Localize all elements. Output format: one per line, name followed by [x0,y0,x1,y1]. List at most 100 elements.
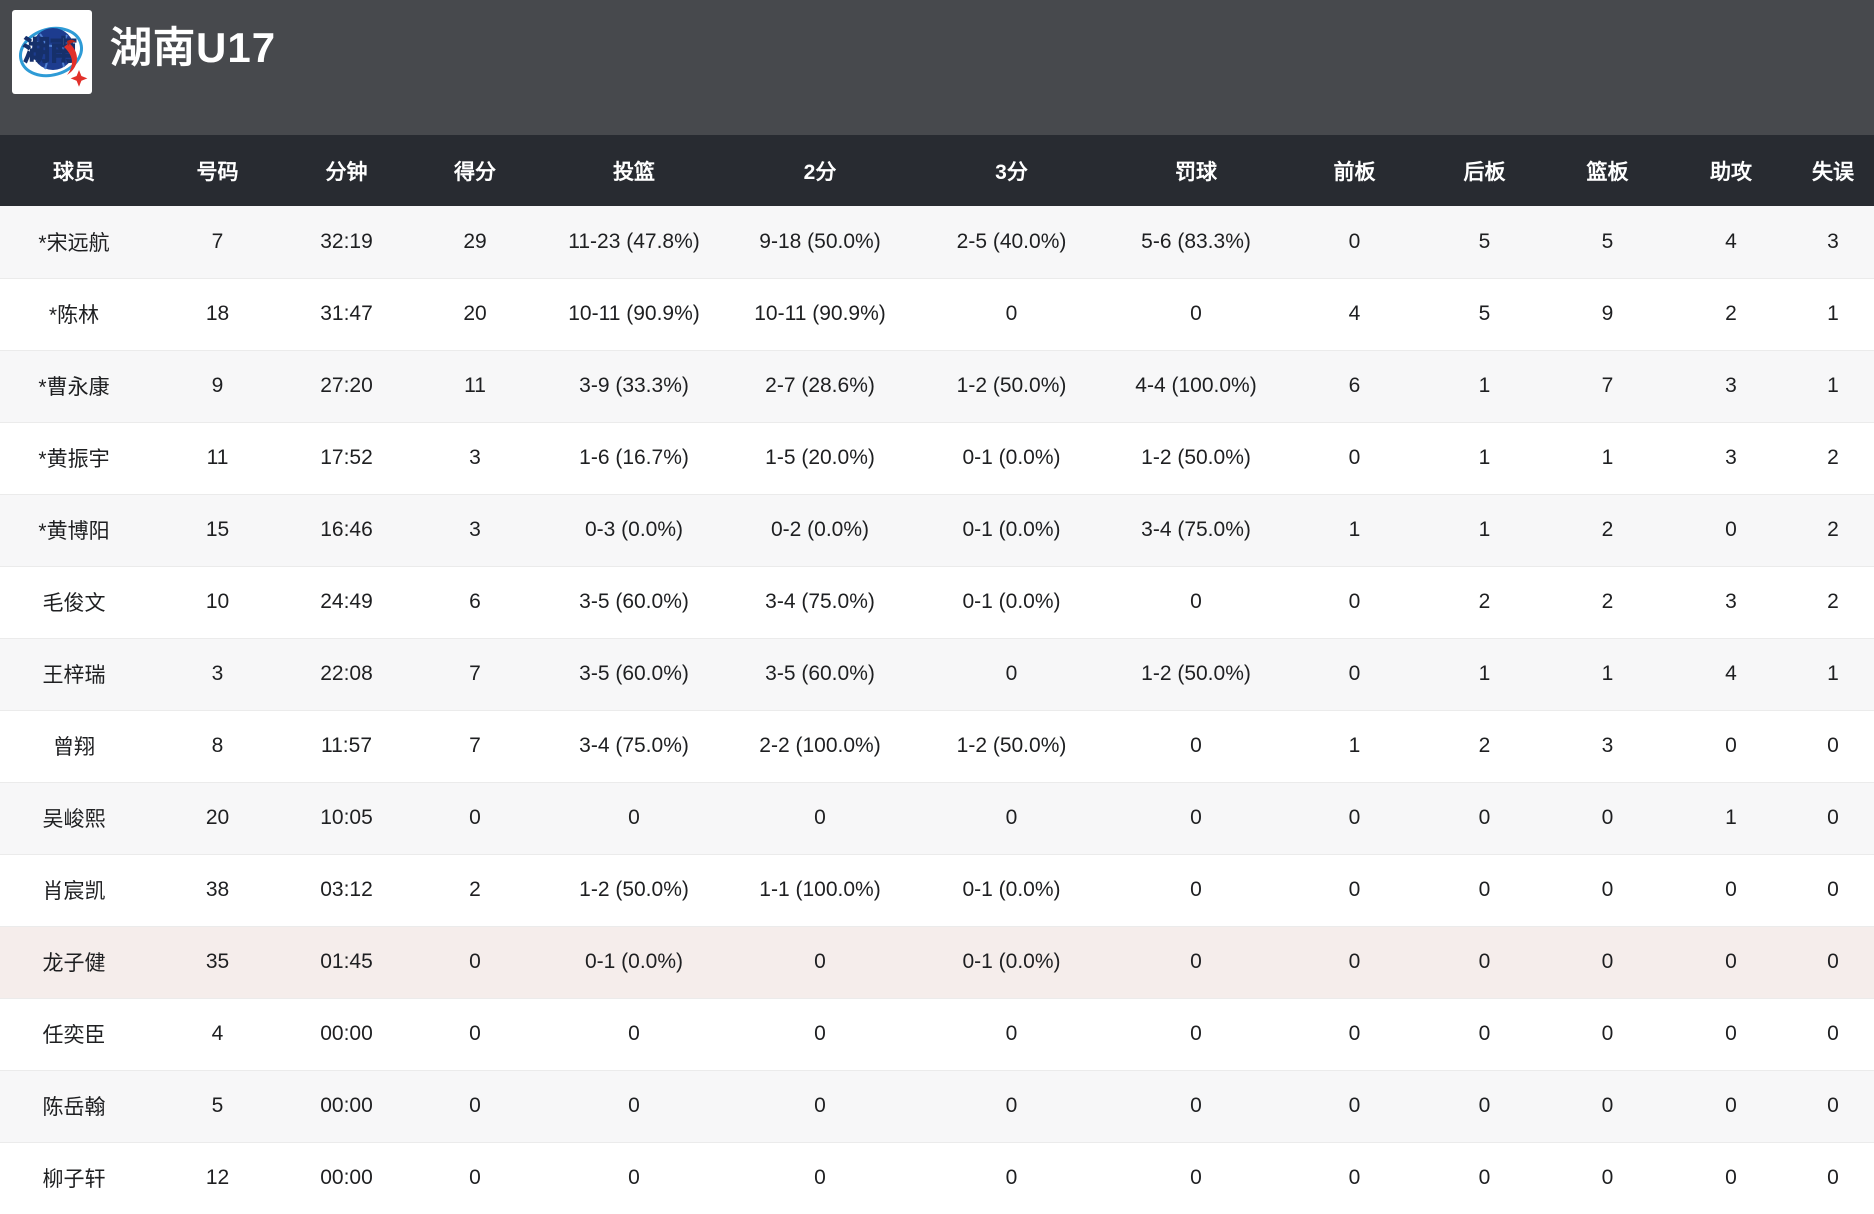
stat-cell-ft: 0 [1190,302,1202,325]
stat-cell-minutes: 31:47 [320,302,373,325]
stat-cell-points: 3 [469,446,481,469]
stat-cell-ft: 0 [1190,878,1202,901]
player-name-cell: *宋远航 [38,231,110,255]
stat-cell-ft: 4-4 (100.0%) [1135,374,1257,397]
stat-cell-ast: 3 [1725,590,1737,613]
stat-cell-ft: 0 [1190,734,1202,757]
stat-cell-number: 10 [205,590,230,613]
stat-cell-points: 3 [469,518,481,541]
stat-cell-ft: 0 [1190,590,1202,613]
stat-cell-ft: 0 [1190,1166,1202,1190]
stat-cell-reb: 1 [1601,662,1614,685]
stat-cell-ast: 0 [1725,1022,1737,1045]
player-row: *黄振宇 11 17:52 3 1-6 (16.7%) 1-5 (20.0%) 0-1 (0… [0,422,1874,494]
col-header-two-pt: 2分 [803,160,837,184]
stat-cell-two_pt: 1-5 (20.0%) [765,446,875,469]
player-name-cell: 任奕臣 [42,1024,106,1047]
stat-cell-minutes: 03:12 [320,878,373,901]
stat-cell-dreb: 0 [1478,950,1491,973]
col-header-number: 号码 [196,160,239,184]
stat-cell-reb: 0 [1601,1166,1614,1190]
stat-cell-three_pt: 2-5 (40.0%) [956,229,1067,253]
stat-cell-reb: 0 [1601,950,1614,973]
stat-cell-minutes: 22:08 [320,662,373,685]
stat-cell-reb: 3 [1601,734,1614,757]
stat-cell-ft: 1-2 (50.0%) [1141,446,1251,469]
stat-cell-oreb: 0 [1348,950,1361,973]
stat-cell-reb: 0 [1601,806,1614,829]
player-name-cell: 王梓瑞 [42,664,106,687]
stat-cell-two_pt: 0-2 (0.0%) [770,518,870,541]
stat-cell-minutes: 27:20 [320,374,373,397]
col-header-points: 得分 [454,160,496,184]
stat-cell-reb: 0 [1601,1094,1614,1117]
stat-cell-dreb: 1 [1478,374,1491,397]
stat-cell-three_pt: 0-1 (0.0%) [962,878,1061,901]
stat-cell-minutes: 24:49 [320,590,373,613]
stat-cell-points: 0 [469,806,481,829]
stat-cell-tov: 0 [1827,734,1839,757]
stat-cell-three_pt: 0 [1005,1022,1018,1045]
stat-cell-tov: 1 [1827,662,1839,685]
stat-cell-dreb: 0 [1478,806,1491,829]
stat-cell-points: 6 [469,590,481,613]
stat-cell-number: 15 [205,518,230,541]
stat-cell-fg: 1-6 (16.7%) [579,446,689,469]
stat-cell-oreb: 0 [1348,662,1361,685]
stat-cell-points: 0 [469,950,481,973]
player-name-cell: 龙子健 [42,952,106,975]
stats-table-body: *宋远航 7 32:19 29 11-23 (47.8%) 9-18 (50.0%) 2-5… [0,206,1874,1214]
player-name-cell: *陈林 [48,304,100,327]
stat-cell-tov: 0 [1827,1022,1839,1045]
stat-cell-oreb: 0 [1348,1166,1361,1190]
stat-cell-dreb: 5 [1478,229,1491,253]
stat-cell-fg: 3-9 (33.3%) [579,374,689,397]
stat-cell-ast: 2 [1725,302,1737,325]
stat-cell-tov: 1 [1827,374,1839,397]
stat-cell-tov: 1 [1827,302,1839,325]
table-header-row: 球员 号码 分钟 得分 投篮 2分 3分 罚球 前板 后板 篮板 助攻 失误 [0,135,1874,206]
stat-cell-two_pt: 3-4 (75.0%) [765,590,875,613]
stat-cell-tov: 0 [1827,1166,1839,1190]
stat-cell-points: 0 [469,1022,481,1045]
col-header-reb: 篮板 [1586,160,1629,184]
stat-cell-ast: 0 [1725,1166,1737,1190]
stat-cell-ast: 0 [1725,518,1737,541]
stat-cell-oreb: 0 [1348,229,1361,253]
stat-cell-points: 0 [469,1094,481,1117]
stat-cell-two_pt: 1-1 (100.0%) [759,878,881,901]
stat-cell-dreb: 0 [1478,878,1491,901]
col-header-three-pt: 3分 [995,160,1028,184]
stat-cell-number: 18 [205,302,230,325]
stat-cell-number: 9 [211,374,224,397]
col-header-fg: 投篮 [613,160,655,184]
stat-cell-number: 5 [211,1094,224,1117]
stat-cell-two_pt: 0 [814,950,826,973]
team-header: 湖南 湖南U17 [0,0,1874,135]
stat-cell-number: 38 [205,878,230,901]
player-row: 任奕臣 4 00:00 0 0 0 0 0 0 0 0 0 0 [0,998,1874,1070]
stat-cell-two_pt: 2-2 (100.0%) [759,734,881,757]
stat-cell-two_pt: 0 [814,1166,826,1190]
player-row: *陈林 18 31:47 20 10-11 (90.9%) 10-11 (90.9%) 0 0… [0,278,1874,350]
player-name-cell: 毛俊文 [42,592,106,615]
stat-cell-minutes: 32:19 [320,229,373,253]
stat-cell-oreb: 0 [1348,590,1361,613]
stat-cell-tov: 0 [1827,806,1839,829]
stat-cell-ast: 0 [1725,1094,1737,1117]
stat-cell-ast: 0 [1725,878,1737,901]
stat-cell-dreb: 1 [1478,662,1491,685]
col-header-ast: 助攻 [1710,160,1752,184]
stat-cell-ft: 1-2 (50.0%) [1141,662,1251,685]
stat-cell-minutes: 11:57 [321,734,372,757]
stat-cell-fg: 0-3 (0.0%) [584,518,684,541]
player-row: 柳子轩 12 00:00 0 0 0 0 0 0 0 0 0 0 [0,1142,1874,1214]
stat-cell-ast: 3 [1725,374,1737,397]
stat-cell-points: 2 [469,878,481,901]
stat-cell-dreb: 0 [1478,1166,1491,1190]
stat-cell-fg: 3-4 (75.0%) [579,734,689,757]
stat-cell-oreb: 1 [1348,734,1361,757]
stat-cell-reb: 9 [1601,302,1614,325]
stat-cell-ast: 3 [1725,446,1737,469]
